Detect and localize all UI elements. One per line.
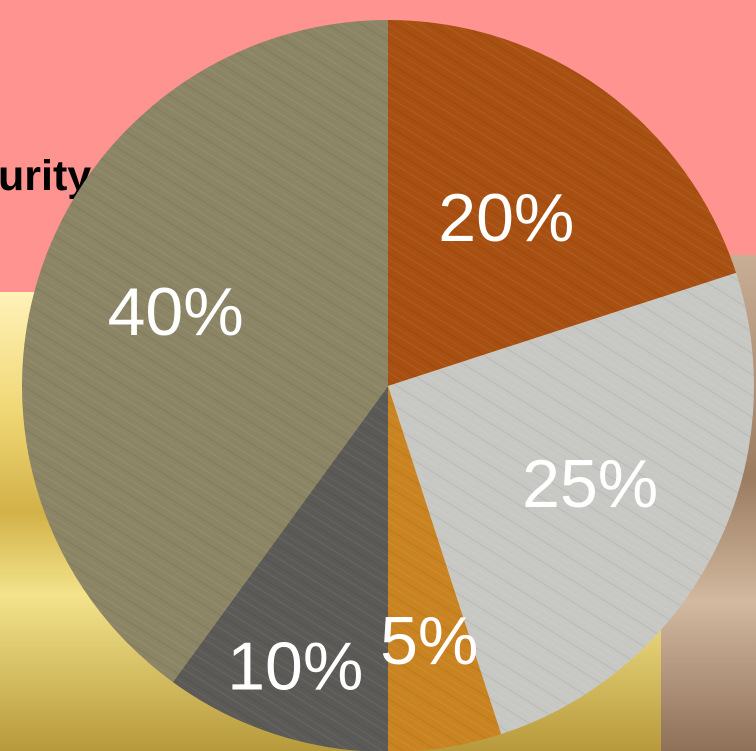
pie-label-4: 10% bbox=[227, 628, 363, 704]
pie-slice-texture-1 bbox=[388, 20, 737, 386]
title-fragment: urity bbox=[0, 152, 92, 200]
pie-slice-texture-3 bbox=[388, 386, 502, 751]
pie-slice-texture-4 bbox=[172, 386, 388, 751]
pie-label-5: 40% bbox=[108, 274, 244, 350]
pie-slice-texture-5 bbox=[22, 20, 389, 683]
pie-label-3: 5% bbox=[380, 603, 478, 679]
pie-label-2: 25% bbox=[522, 446, 658, 522]
pie-label-1: 20% bbox=[438, 180, 574, 256]
pie-slice-texture-2 bbox=[388, 272, 754, 735]
